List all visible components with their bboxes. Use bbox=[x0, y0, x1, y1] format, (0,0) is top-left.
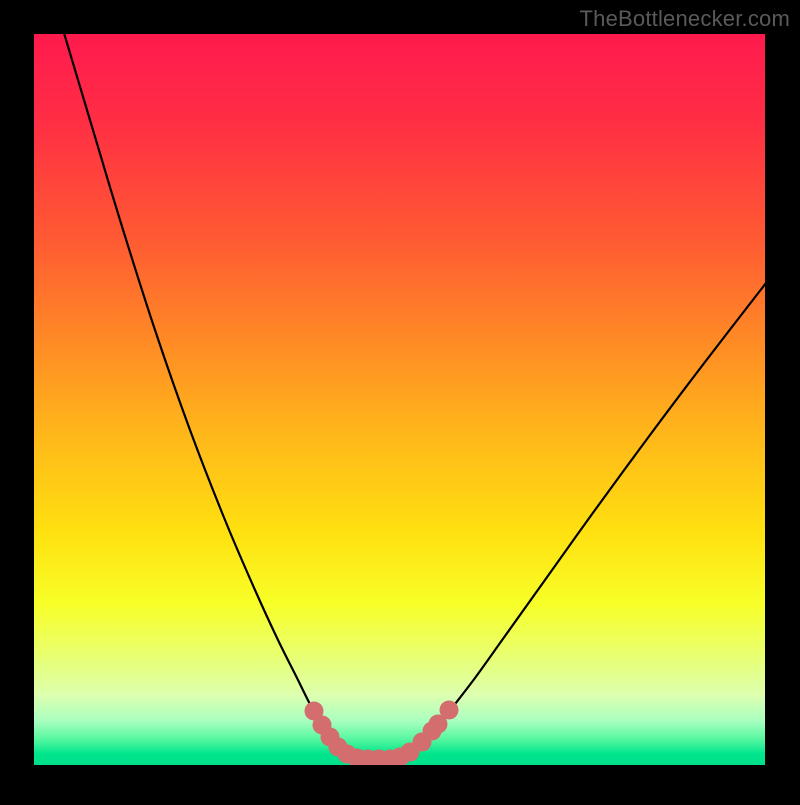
bottleneck-chart bbox=[0, 0, 800, 800]
plot-area bbox=[34, 34, 765, 765]
watermark-text: TheBottlenecker.com bbox=[580, 6, 790, 32]
curve-marker bbox=[440, 701, 459, 720]
chart-container bbox=[0, 0, 800, 805]
